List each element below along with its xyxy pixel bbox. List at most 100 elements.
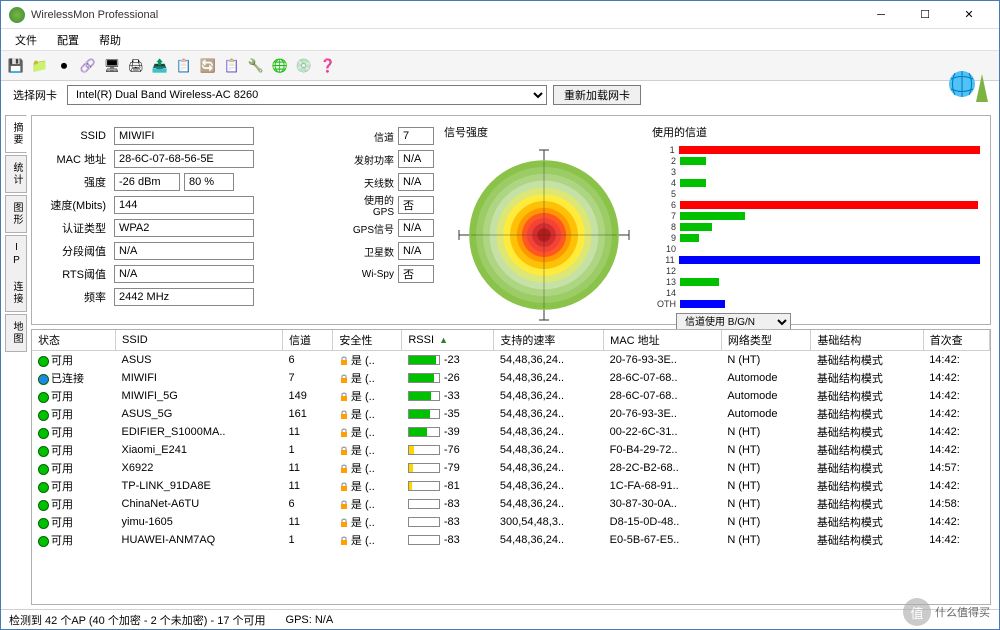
main-area: 摘要 统计 图形 IP 连接 地图 SSIDMIWIFI MAC 地址28-6C… [1,109,999,609]
status-dot-icon [38,446,49,457]
table-row[interactable]: 可用 TP-LINK_91DA8E 11 是 (.. -81 54,48,36,… [32,477,990,495]
table-row[interactable]: 已连接 MIWIFI 7 是 (.. -26 54,48,36,24.. 28-… [32,369,990,387]
channel-chart: 1234567891011121314OTH [652,142,984,311]
adapter-row: 选择网卡 Intel(R) Dual Band Wireless-AC 8260… [1,81,999,109]
channel-bar-7: 7 [656,210,980,221]
status-dot-icon [38,410,49,421]
lock-icon [339,464,349,474]
col-status[interactable]: 状态 [32,330,116,351]
vtab-ipconn[interactable]: IP 连接 [5,235,27,312]
gps-label: 使用的GPS [346,192,394,218]
col-infra[interactable]: 基础结构 [811,330,923,351]
col-rssi[interactable]: RSSI ▲ [402,330,494,351]
rssi-bar [408,427,440,437]
status-ap-count: 检测到 42 个AP (40 个加密 - 2 个未加密) - 17 个可用 [9,612,266,628]
summary-panel: SSIDMIWIFI MAC 地址28-6C-07-68-56-5E 强度-26… [31,115,991,325]
col-channel[interactable]: 信道 [283,330,333,351]
ssid-label: SSID [38,130,110,142]
reload-adapter-button[interactable]: 重新加载网卡 [553,85,641,105]
mac-value: 28-6C-07-68-56-5E [114,150,254,168]
channel-bar-2: 2 [656,155,980,166]
lock-icon [339,536,349,546]
vtab-summary[interactable]: 摘要 [5,115,27,153]
channel-bar-1: 1 [656,144,980,155]
rssi-bar [408,499,440,509]
mac-label: MAC 地址 [38,151,110,167]
status-dot-icon [38,392,49,403]
toolbar-btn-5[interactable]: 🖨 [125,55,147,77]
channel-bar-9: 9 [656,232,980,243]
col-security[interactable]: 安全性 [333,330,402,351]
table-row[interactable]: 可用 Xiaomi_E241 1 是 (.. -76 54,48,36,24..… [32,441,990,459]
table-row[interactable]: 可用 ChinaNet-A6TU 6 是 (.. -83 54,48,36,24… [32,495,990,513]
vtab-map[interactable]: 地图 [5,314,27,352]
rssi-bar [408,355,440,365]
menu-config[interactable]: 配置 [47,30,89,50]
vertical-tabs: 摘要 统计 图形 IP 连接 地图 [5,115,27,605]
toolbar-btn-12[interactable]: 💿 [293,55,315,77]
network-table: 状态SSID信道安全性RSSI ▲支持的速率MAC 地址网络类型基础结构首次查 … [32,330,990,549]
strength-dbm: -26 dBm [114,173,180,191]
table-row[interactable]: 可用 HUAWEI-ANM7AQ 1 是 (.. -83 54,48,36,24… [32,531,990,549]
window-title: WirelessMon Professional [31,9,859,21]
adapter-label: 选择网卡 [9,87,61,103]
watermark-text: 什么值得买 [935,604,990,620]
maximize-button[interactable]: ☐ [903,1,947,29]
col-mac[interactable]: MAC 地址 [604,330,722,351]
table-row[interactable]: 可用 ASUS_5G 161 是 (.. -35 54,48,36,24.. 2… [32,405,990,423]
toolbar-btn-6[interactable]: 📤 [149,55,171,77]
table-row[interactable]: 可用 ASUS 6 是 (.. -23 54,48,36,24.. 20-76-… [32,351,990,370]
toolbar-btn-11[interactable]: 🌐 [269,55,291,77]
txpower-label: 发射功率 [346,152,394,167]
col-rates[interactable]: 支持的速率 [494,330,604,351]
rssi-bar [408,481,440,491]
adapter-select[interactable]: Intel(R) Dual Band Wireless-AC 8260 [67,85,547,105]
channel-bar-14: 14 [656,287,980,298]
toolbar-btn-1[interactable]: 📁 [29,55,51,77]
app-icon [9,7,25,23]
rssi-bar [408,373,440,383]
lock-icon [339,428,349,438]
wispy-value: 否 [398,265,434,283]
table-row[interactable]: 可用 yimu-1605 11 是 (.. -83 300,54,48,3.. … [32,513,990,531]
frag-value: N/A [114,242,254,260]
toolbar-btn-2[interactable]: ⏺ [53,55,75,77]
signal-bullseye [444,142,644,327]
menu-file[interactable]: 文件 [5,30,47,50]
channel-bar-11: 11 [656,254,980,265]
speed-value: 144 [114,196,254,214]
table-row[interactable]: 可用 MIWIFI_5G 149 是 (.. -33 54,48,36,24..… [32,387,990,405]
wispy-label: Wi-Spy [346,269,394,280]
rts-label: RTS阈值 [38,266,110,282]
rssi-bar [408,409,440,419]
rssi-bar [408,535,440,545]
table-row[interactable]: 可用 EDIFIER_S1000MA.. 11 是 (.. -39 54,48,… [32,423,990,441]
channel-bar-3: 3 [656,166,980,177]
toolbar-btn-10[interactable]: 🔧 [245,55,267,77]
toolbar-btn-9[interactable]: 📋 [221,55,243,77]
window-controls: ─ ☐ ✕ [859,1,991,29]
toolbar-btn-0[interactable]: 💾 [5,55,27,77]
col-firstseen[interactable]: 首次查 [923,330,989,351]
close-button[interactable]: ✕ [947,1,991,29]
channel-title: 使用的信道 [652,122,984,142]
toolbar-btn-13[interactable]: ❓ [317,55,339,77]
auth-label: 认证类型 [38,220,110,236]
menu-help[interactable]: 帮助 [89,30,131,50]
minimize-button[interactable]: ─ [859,1,903,29]
lock-icon [339,482,349,492]
vtab-stats[interactable]: 统计 [5,155,27,193]
txpower-value: N/A [398,150,434,168]
table-row[interactable]: 可用 X6922 11 是 (.. -79 54,48,36,24.. 28-2… [32,459,990,477]
menubar: 文件 配置 帮助 [1,29,999,51]
signal-strength-panel: 信号强度 [444,122,644,318]
col-nettype[interactable]: 网络类型 [721,330,811,351]
toolbar-btn-3[interactable]: 🔗 [77,55,99,77]
col-ssid[interactable]: SSID [116,330,283,351]
vtab-graph[interactable]: 图形 [5,195,27,233]
status-dot-icon [38,536,49,547]
watermark-badge: 值 [903,598,931,626]
toolbar-btn-7[interactable]: 📋 [173,55,195,77]
toolbar-btn-8[interactable]: 🔄 [197,55,219,77]
toolbar-btn-4[interactable]: 🖥 [101,55,123,77]
